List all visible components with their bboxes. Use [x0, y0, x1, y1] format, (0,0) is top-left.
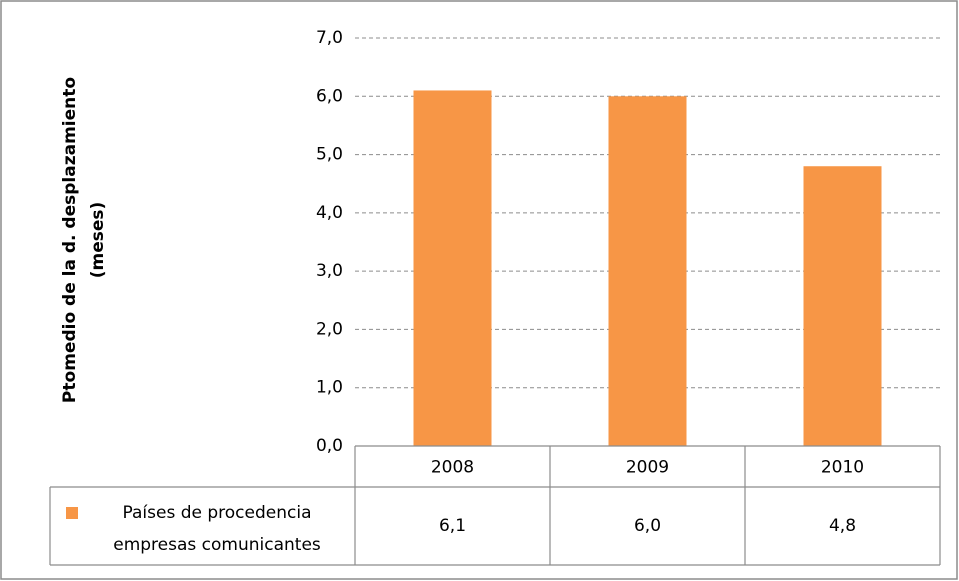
- y-axis-title: (meses): [88, 202, 108, 279]
- y-tick-label: 7,0: [316, 28, 343, 48]
- y-tick-label: 4,0: [316, 203, 343, 223]
- y-axis-title: Ptomedio de la d. desplazamiento: [60, 77, 80, 403]
- y-tick-label: 6,0: [316, 86, 343, 106]
- table-value: 6,1: [439, 516, 466, 536]
- table-value: 4,8: [829, 516, 856, 536]
- x-tick-label: 2009: [626, 458, 669, 478]
- y-tick-label: 1,0: [316, 378, 343, 398]
- y-tick-label: 5,0: [316, 145, 343, 165]
- x-tick-label: 2008: [431, 458, 474, 478]
- y-tick-label: 2,0: [316, 319, 343, 339]
- table-value: 6,0: [634, 516, 661, 536]
- y-tick-label: 0,0: [316, 436, 343, 456]
- x-tick-label: 2010: [821, 458, 864, 478]
- y-tick-label: 3,0: [316, 261, 343, 281]
- bar: [803, 166, 882, 446]
- legend-swatch: [66, 507, 78, 519]
- legend-label: Países de procedencia empresas comunican…: [113, 503, 321, 555]
- bar: [413, 90, 492, 446]
- bar: [608, 96, 687, 447]
